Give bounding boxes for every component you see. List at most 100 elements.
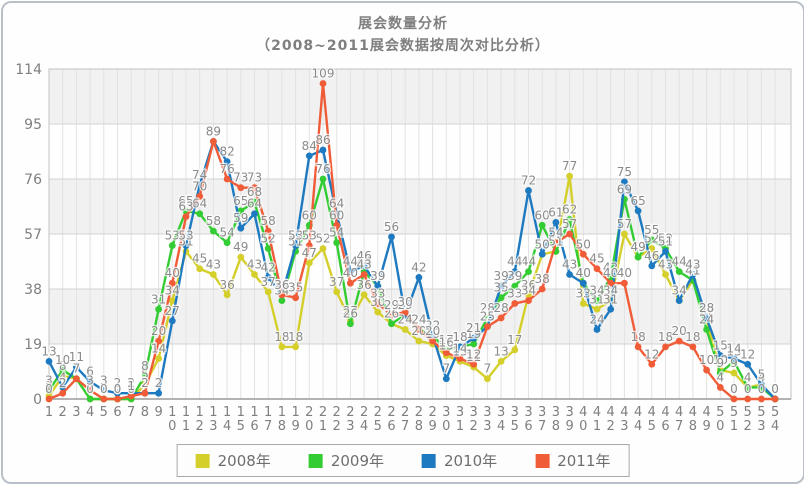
svg-text:0: 0 [758, 382, 766, 396]
svg-text:4: 4 [771, 419, 779, 434]
svg-text:36: 36 [274, 278, 289, 292]
svg-text:18: 18 [452, 330, 467, 344]
svg-text:0: 0 [114, 382, 122, 396]
svg-text:52: 52 [658, 231, 673, 245]
svg-text:26: 26 [384, 307, 399, 321]
svg-text:73: 73 [247, 171, 262, 185]
svg-text:1: 1 [278, 405, 286, 420]
svg-text:7: 7 [675, 419, 683, 434]
svg-text:5: 5 [744, 405, 752, 420]
svg-text:28: 28 [699, 301, 714, 315]
svg-text:18: 18 [630, 330, 645, 344]
svg-text:3: 3 [456, 405, 464, 420]
svg-text:2: 2 [141, 376, 149, 390]
svg-text:4: 4 [579, 405, 587, 420]
legend-label-2008: 2008年 [217, 452, 271, 470]
svg-text:19: 19 [24, 337, 42, 353]
svg-text:9: 9 [154, 405, 162, 420]
svg-text:6: 6 [113, 405, 121, 420]
svg-text:5: 5 [237, 419, 245, 434]
svg-text:1: 1 [456, 419, 464, 434]
svg-text:11: 11 [69, 350, 84, 364]
svg-text:1: 1 [319, 419, 327, 434]
legend-swatch-2009 [308, 453, 323, 468]
svg-text:5: 5 [100, 405, 108, 420]
legend-label-2011: 2011年 [557, 452, 611, 470]
svg-text:34: 34 [165, 284, 180, 298]
svg-text:57: 57 [24, 227, 42, 243]
svg-text:24: 24 [411, 313, 426, 327]
svg-text:44: 44 [521, 255, 536, 269]
svg-text:17: 17 [507, 333, 522, 347]
svg-text:22: 22 [425, 318, 440, 332]
svg-text:4: 4 [661, 405, 669, 420]
svg-text:13: 13 [452, 344, 467, 358]
svg-text:2: 2 [127, 376, 135, 390]
svg-text:25: 25 [480, 310, 495, 324]
svg-text:3: 3 [757, 419, 765, 434]
svg-text:1: 1 [45, 379, 53, 393]
svg-text:2: 2 [141, 376, 149, 390]
svg-text:63: 63 [178, 200, 193, 214]
svg-text:30: 30 [370, 295, 385, 309]
svg-text:1: 1 [45, 405, 53, 420]
svg-text:53: 53 [288, 229, 303, 243]
svg-text:20: 20 [672, 324, 687, 338]
svg-text:2: 2 [319, 405, 327, 420]
svg-text:8: 8 [278, 419, 286, 434]
svg-text:4: 4 [702, 405, 710, 420]
svg-text:70: 70 [192, 179, 207, 193]
svg-text:54: 54 [329, 226, 344, 240]
svg-text:44: 44 [356, 255, 371, 269]
svg-text:1: 1 [196, 405, 204, 420]
svg-text:72: 72 [521, 174, 536, 188]
svg-text:26: 26 [343, 307, 358, 321]
svg-text:36: 36 [521, 278, 536, 292]
svg-text:31: 31 [603, 292, 618, 306]
svg-text:2: 2 [155, 376, 163, 390]
svg-text:3: 3 [346, 419, 354, 434]
svg-text:34: 34 [274, 284, 289, 298]
svg-text:14: 14 [452, 341, 467, 355]
svg-text:3: 3 [620, 419, 628, 434]
svg-text:16: 16 [439, 336, 454, 350]
svg-text:10: 10 [55, 353, 70, 367]
svg-text:51: 51 [288, 234, 303, 248]
svg-text:3: 3 [524, 405, 532, 420]
svg-text:76: 76 [219, 162, 234, 176]
svg-text:1: 1 [223, 405, 231, 420]
svg-text:24: 24 [699, 313, 714, 327]
svg-text:5: 5 [730, 405, 738, 420]
svg-text:39: 39 [507, 269, 522, 283]
svg-text:38: 38 [535, 272, 550, 286]
svg-text:30: 30 [398, 295, 413, 309]
svg-text:49: 49 [630, 240, 645, 254]
svg-text:76: 76 [24, 172, 42, 188]
svg-text:4: 4 [607, 405, 615, 420]
svg-text:5: 5 [374, 419, 382, 434]
chart-title: 展会数量分析 [358, 16, 448, 32]
svg-text:0: 0 [100, 382, 108, 396]
svg-text:40: 40 [165, 266, 180, 280]
svg-text:14: 14 [151, 341, 166, 355]
svg-text:109: 109 [312, 66, 335, 80]
svg-text:3: 3 [483, 405, 491, 420]
svg-text:3: 3 [565, 405, 573, 420]
svg-text:51: 51 [548, 234, 563, 248]
svg-text:7: 7 [73, 362, 81, 376]
svg-text:33: 33 [507, 286, 522, 300]
svg-text:2: 2 [374, 405, 382, 420]
svg-text:7: 7 [73, 362, 81, 376]
svg-text:60: 60 [329, 208, 344, 222]
svg-text:0: 0 [771, 382, 779, 396]
svg-text:42: 42 [411, 260, 426, 274]
svg-text:2: 2 [59, 376, 67, 390]
svg-text:0: 0 [442, 419, 450, 434]
svg-text:5: 5 [758, 368, 766, 382]
svg-text:40: 40 [576, 266, 591, 280]
svg-text:59: 59 [233, 211, 248, 225]
svg-text:7: 7 [264, 419, 272, 434]
svg-text:36: 36 [274, 278, 289, 292]
svg-text:4: 4 [758, 370, 766, 384]
